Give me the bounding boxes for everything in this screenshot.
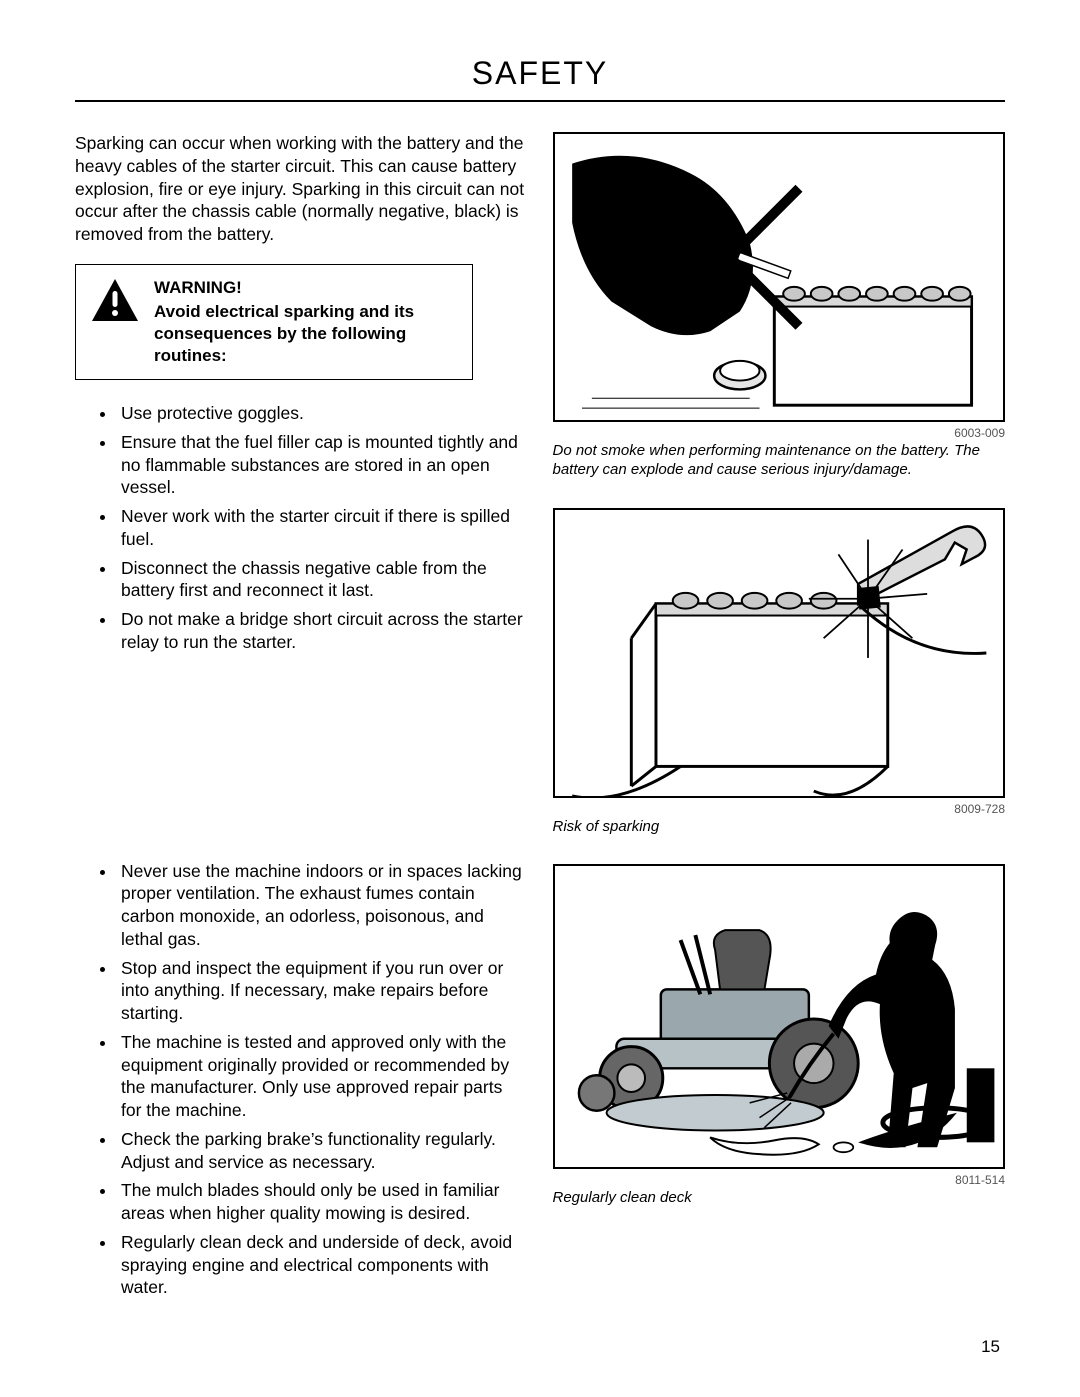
warning-triangle-icon xyxy=(90,277,140,323)
left-column: Sparking can occur when working with the… xyxy=(75,132,528,1305)
warning-title: WARNING! xyxy=(154,277,458,299)
figure-sparking xyxy=(553,508,1006,798)
list-item: Never use the machine indoors or in spac… xyxy=(117,860,528,951)
figure-number: 8011-514 xyxy=(553,1173,1006,1187)
warning-text: WARNING! Avoid electrical sparking and i… xyxy=(154,277,458,367)
figure-number: 6003-009 xyxy=(553,426,1006,440)
intro-paragraph: Sparking can occur when working with the… xyxy=(75,132,528,246)
bullet-list-1: Use protective goggles. Ensure that the … xyxy=(75,402,528,654)
list-item: Use protective goggles. xyxy=(117,402,528,425)
figure-number: 8009-728 xyxy=(553,802,1006,816)
list-item: The mulch blades should only be used in … xyxy=(117,1179,528,1225)
list-item: Never work with the starter circuit if t… xyxy=(117,505,528,551)
list-item: Regularly clean deck and underside of de… xyxy=(117,1231,528,1299)
list-item: The machine is tested and approved only … xyxy=(117,1031,528,1122)
figure-caption: Regularly clean deck xyxy=(553,1189,1006,1208)
figure-caption: Risk of sparking xyxy=(553,818,1006,837)
battery-smoke-illustration-icon xyxy=(555,134,1004,420)
warning-box: WARNING! Avoid electrical sparking and i… xyxy=(75,264,473,380)
figure-battery-smoke xyxy=(553,132,1006,422)
bullet-list-2: Never use the machine indoors or in spac… xyxy=(75,860,528,1300)
list-item: Ensure that the fuel filler cap is mount… xyxy=(117,431,528,499)
clean-deck-illustration-icon xyxy=(555,866,1004,1167)
figure-caption: Do not smoke when performing maintenance… xyxy=(553,442,1006,480)
list-item: Stop and inspect the equipment if you ru… xyxy=(117,957,528,1025)
sparking-illustration-icon xyxy=(555,510,1004,796)
spacing-gap xyxy=(75,660,528,860)
list-item: Disconnect the chassis negative cable fr… xyxy=(117,557,528,603)
page-number: 15 xyxy=(981,1337,1000,1357)
list-item: Do not make a bridge short circuit acros… xyxy=(117,608,528,654)
warning-body: Avoid electrical sparking and its conseq… xyxy=(154,302,414,365)
right-column: 6003-009 Do not smoke when performing ma… xyxy=(553,132,1006,1305)
page-title: SAFETY xyxy=(75,55,1005,102)
figure-clean-deck xyxy=(553,864,1006,1169)
list-item: Check the parking brake’s functionality … xyxy=(117,1128,528,1174)
two-column-layout: Sparking can occur when working with the… xyxy=(75,132,1005,1305)
